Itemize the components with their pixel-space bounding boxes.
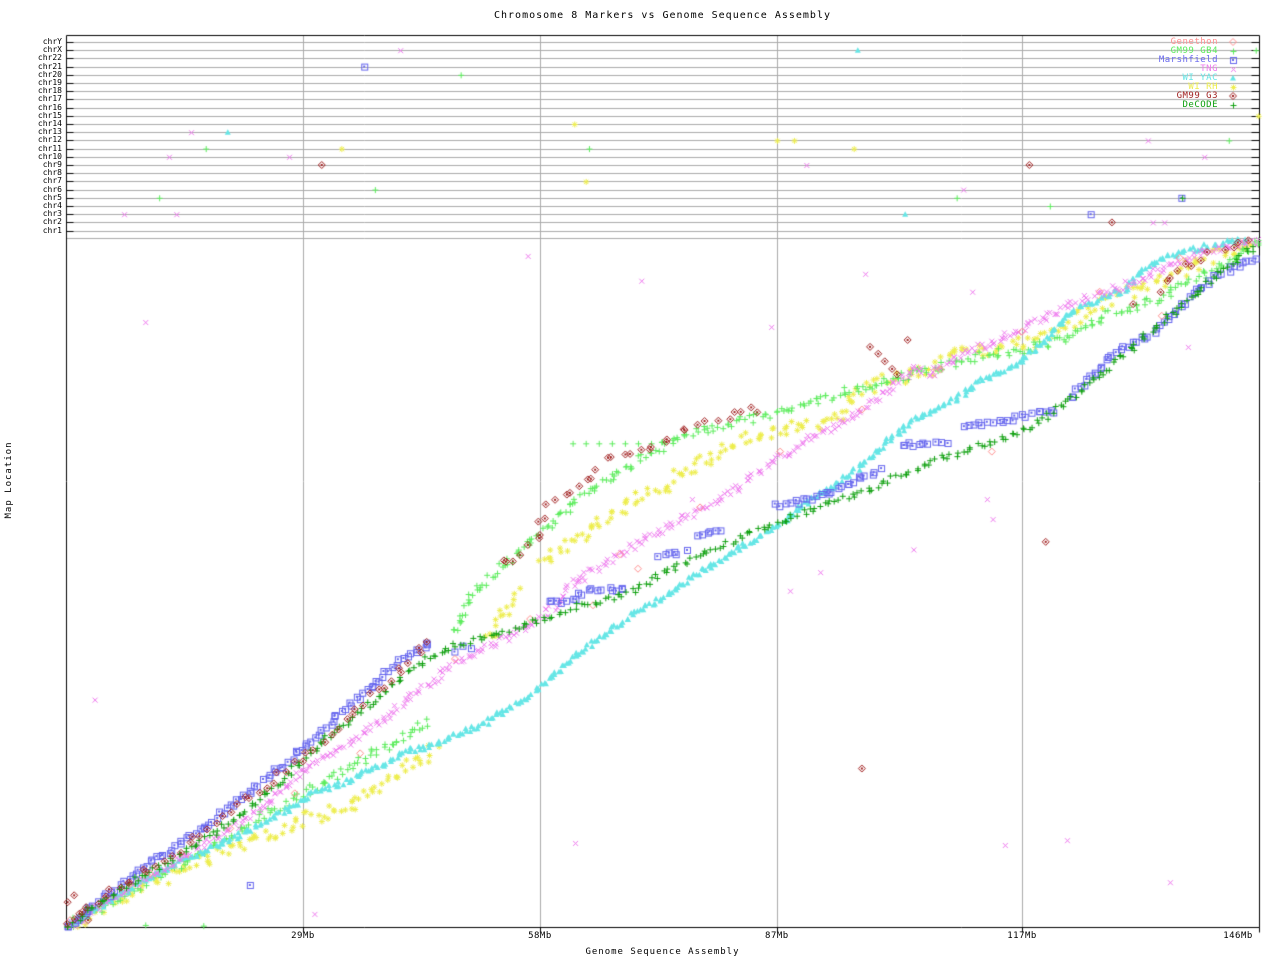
x-tick-label: 146Mb (1223, 931, 1253, 941)
chromosome-label-chr4: chr4 (42, 201, 62, 210)
chromosome-label-chr8: chr8 (42, 168, 62, 178)
x-tick-label: 117Mb (1007, 931, 1037, 941)
chromosome-label-chr15: chr15 (37, 110, 62, 120)
chromosome-label-chr7: chr7 (42, 176, 62, 186)
x-tick-label: 58Mb (528, 931, 552, 941)
chromosome-label-chr12: chr12 (37, 135, 62, 145)
legend-label-gm99-gb4: GM99 GB4 (1170, 46, 1218, 56)
chromosome-label-chr17: chr17 (37, 94, 62, 104)
chromosome-label-chr3: chr3 (42, 209, 62, 219)
chromosome-label-chr19: chr19 (37, 78, 62, 87)
legend-label-gm99-g3: GM99 G3 (1176, 91, 1218, 101)
chromosome-label-chr1: chr1 (42, 225, 62, 235)
chromosome-label-chr5: chr5 (42, 192, 62, 202)
chromosome-label-chr2: chr2 (42, 217, 62, 227)
chromosome-label-chr10: chr10 (37, 151, 62, 161)
chromosome-label-chr13: chr13 (37, 127, 62, 137)
legend-label-wi-rh: WI RH (1188, 82, 1218, 92)
chromosome-label-chr16: chr16 (37, 102, 62, 112)
legend-label-tng: TNG (1200, 64, 1218, 74)
chromosome-label-chrY: chrY (42, 37, 62, 46)
x-tick-label: 29Mb (291, 931, 315, 941)
chromosome-label-chr22: chr22 (37, 53, 62, 63)
chromosome-label-chr20: chr20 (37, 69, 62, 79)
x-tick-label: 87Mb (765, 931, 789, 941)
legend-label-wi-yac: WI YAC (1182, 73, 1218, 83)
chromosome-label-chr11: chr11 (37, 143, 62, 153)
legend-label-marshfield: Marshfield (1158, 55, 1218, 65)
y-axis-label: Map Location (4, 441, 14, 519)
chromosome-label-chr21: chr21 (37, 61, 62, 71)
chromosome-label-chr14: chr14 (37, 119, 62, 128)
x-axis-label: Genome Sequence Assembly (585, 947, 740, 957)
chromosome-label-chr9: chr9 (42, 160, 62, 169)
chromosome-label-chrX: chrX (42, 45, 62, 55)
legend-label-decode: DeCODE (1182, 100, 1218, 110)
chart-title: Chromosome 8 Markers vs Genome Sequence … (494, 10, 831, 21)
chromosome-label-chr6: chr6 (42, 184, 62, 194)
legend-label-genethon: Genethon (1170, 37, 1218, 47)
chromosome-label-chr18: chr18 (37, 86, 62, 96)
